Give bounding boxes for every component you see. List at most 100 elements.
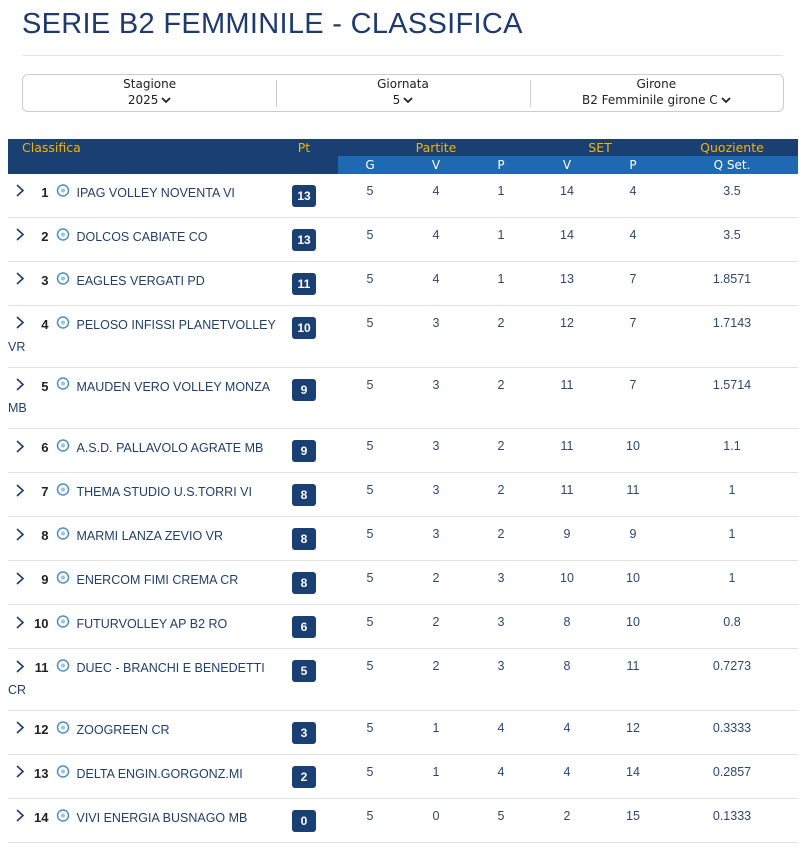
stat: 5 (366, 571, 374, 586)
team-cell: 14 VIVI ENERGIA BUSNAGO MB (8, 799, 285, 839)
column-header: P (497, 158, 505, 172)
stat: 3.5 (723, 228, 741, 242)
points-badge: 5 (292, 660, 316, 683)
filter[interactable]: Girone B2 Femminile girone C (529, 75, 783, 111)
table-row[interactable]: 2 DOLCOS CABIATE CO 13 5 4 1 14 4 3.5 (8, 218, 798, 262)
stat: 1.8571 (712, 272, 752, 286)
table-row[interactable]: 11 DUEC - BRANCHI E BENEDETTI CR 5 5 2 3 8 11 0.… (8, 649, 798, 712)
points-badge: 3 (292, 722, 316, 745)
divider (22, 55, 783, 56)
expand-chevron[interactable] (15, 615, 25, 636)
table-row[interactable]: 5 MAUDEN VERO VOLLEY MONZA MB 9 5 3 2 11 7 1.571… (8, 368, 798, 430)
expand-chevron[interactable] (15, 720, 25, 741)
team-logo (56, 720, 70, 742)
team-name: ENERCOM FIMI CREMA CR (76, 573, 239, 588)
team-cell: 10 FUTURVOLLEY AP B2 RO (8, 605, 285, 645)
expand-chevron[interactable] (15, 377, 25, 398)
expand-chevron[interactable] (15, 439, 25, 460)
stat: 1.5714 (712, 377, 752, 392)
stat: 5 (366, 721, 374, 736)
stat: 1.1 (723, 439, 741, 454)
stat: 1 (497, 272, 505, 286)
team-name: IPAG VOLLEY NOVENTA VI (76, 186, 235, 200)
team-cell: 5 MAUDEN VERO VOLLEY MONZA MB (8, 368, 285, 429)
stat: 5 (497, 809, 505, 824)
stat: 10 (626, 439, 640, 454)
expand-chevron[interactable] (15, 315, 25, 336)
filter-value-text: 5 (392, 93, 401, 107)
expand-chevron[interactable] (15, 808, 25, 829)
points-badge: 8 (292, 484, 316, 507)
table-row[interactable]: 7 THEMA STUDIO U.S.TORRI VI 8 5 3 2 11 11 1 (8, 473, 798, 518)
team-logo (56, 658, 70, 680)
header-group: Pt (297, 140, 311, 155)
table-row[interactable]: 9 ENERCOM FIMI CREMA CR 8 5 2 3 10 10 1 (8, 561, 798, 606)
stat: 4 (629, 184, 637, 198)
points-badge: 11 (292, 273, 316, 295)
column-header: V (562, 158, 572, 172)
expand-chevron[interactable] (15, 183, 25, 204)
header-group: Classifica (22, 140, 81, 155)
table-row[interactable]: 6 A.S.D. PALLAVOLO AGRATE MB 9 5 3 2 11 10 1.1 (8, 429, 798, 474)
team-name: THEMA STUDIO U.S.TORRI VI (76, 485, 252, 500)
filter-label: Stagione (123, 77, 177, 91)
stat: 5 (366, 483, 374, 498)
team-name: A.S.D. PALLAVOLO AGRATE MB (76, 441, 264, 456)
expand-chevron[interactable] (15, 271, 25, 292)
table-row[interactable]: 12 ZOOGREEN CR 3 5 1 4 4 12 0.3333 (8, 711, 798, 756)
filter[interactable]: Giornata 5 (276, 75, 529, 111)
team-cell: 11 DUEC - BRANCHI E BENEDETTI CR (8, 649, 285, 710)
stat: 4 (563, 765, 571, 780)
filter[interactable]: Stagione 2025 (23, 75, 276, 111)
team-logo (56, 764, 70, 786)
stat: 5 (366, 765, 374, 780)
column-header: P (629, 158, 637, 172)
expand-chevron[interactable] (15, 571, 25, 592)
stat: 11 (626, 483, 640, 498)
expand-chevron[interactable] (15, 527, 25, 548)
stat: 14 (560, 184, 574, 198)
table-row[interactable]: 10 FUTURVOLLEY AP B2 RO 6 5 2 3 8 10 0.8 (8, 605, 798, 650)
table-row[interactable]: 14 VIVI ENERGIA BUSNAGO MB 0 5 0 5 2 15 0.1333 (8, 799, 798, 844)
rank: 8 (41, 528, 49, 544)
table-row[interactable]: 1 IPAG VOLLEY NOVENTA VI 13 5 4 1 14 4 3.5 (8, 174, 798, 218)
column-header: Q Set. (713, 158, 751, 172)
stat: 11 (626, 659, 640, 674)
expand-chevron[interactable] (15, 659, 25, 680)
stat: 5 (366, 184, 374, 198)
stat: 4 (432, 228, 440, 242)
filter-label: Giornata (377, 77, 429, 91)
table-row[interactable]: 3 EAGLES VERGATI PD 11 5 4 1 13 7 1.8571 (8, 262, 798, 306)
stat: 3 (432, 483, 440, 498)
expand-chevron[interactable] (15, 227, 25, 248)
stat: 4 (497, 765, 505, 780)
points-badge: 9 (292, 440, 316, 463)
stat: 1 (728, 527, 736, 542)
points-badge: 8 (292, 572, 316, 595)
team-name: EAGLES VERGATI PD (76, 274, 205, 288)
points-badge: 9 (292, 378, 316, 401)
team-logo (56, 614, 70, 636)
table-row[interactable]: 13 DELTA ENGIN.GORGONZ.MI 2 5 1 4 4 14 0.2857 (8, 755, 798, 800)
stat: 9 (629, 527, 637, 542)
rank: 9 (41, 572, 49, 588)
stat: 2 (432, 571, 440, 586)
expand-chevron[interactable] (15, 764, 25, 785)
table-row[interactable]: 4 PELOSO INFISSI PLANETVOLLEY VR 10 5 3 2 12 7 1… (8, 306, 798, 368)
stat: 2 (497, 377, 505, 392)
table-header: Classifica Pt Partite SET Quoziente G V P V P Q Se… (8, 139, 798, 174)
stat: 10 (626, 615, 640, 630)
points-badge: 10 (292, 317, 316, 339)
stat: 3.5 (723, 184, 741, 198)
team-cell: 13 DELTA ENGIN.GORGONZ.MI (8, 755, 285, 795)
stat: 5 (366, 615, 374, 630)
team-name: DOLCOS CABIATE CO (76, 230, 208, 244)
stat: 4 (629, 228, 637, 242)
stat: 2 (497, 483, 505, 498)
stat: 15 (626, 809, 640, 824)
table-row[interactable]: 8 MARMI LANZA ZEVIO VR 8 5 3 2 9 9 1 (8, 517, 798, 562)
filter-label: Girone (636, 77, 677, 91)
expand-chevron[interactable] (15, 483, 25, 504)
rank: 14 (34, 810, 49, 826)
